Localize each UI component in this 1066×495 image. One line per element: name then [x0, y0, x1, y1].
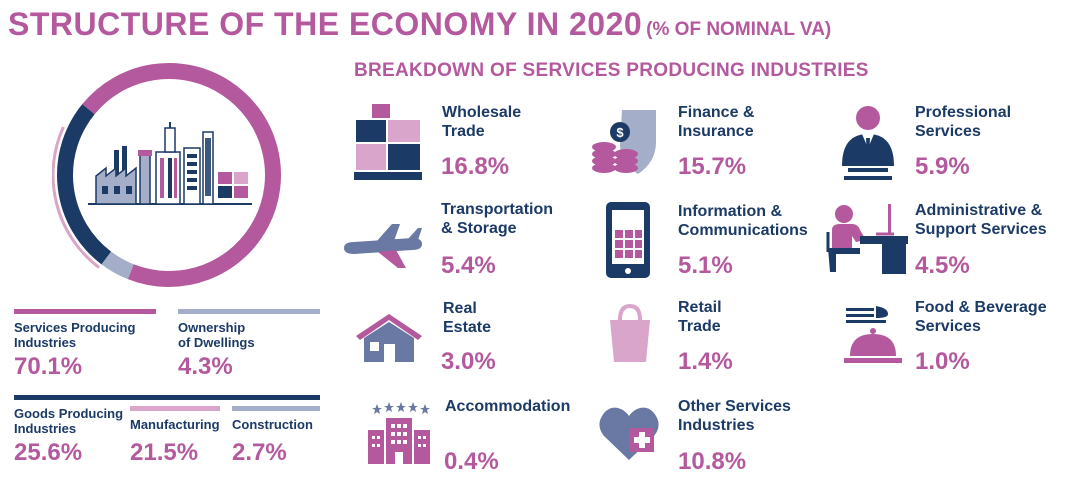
tile-wholesale-label: Wholesale Trade [442, 103, 521, 141]
ring-accent-manufacturing [52, 126, 100, 269]
tile-label-line2: Industries [678, 417, 755, 434]
boxes-icon [354, 104, 422, 180]
airplane-icon [344, 224, 422, 268]
stat-label-line2: of Dwellings [178, 335, 255, 350]
tile-label-line2: Services [915, 123, 981, 140]
tablet-icon [606, 202, 650, 278]
stat-bar [130, 406, 220, 411]
tile-transportation-value: 5.4% [441, 252, 496, 279]
stat-value: 25.6% [14, 439, 83, 466]
tile-label-line2: Communications [678, 222, 808, 239]
tile-label-line2: Trade [442, 123, 485, 140]
tile-retail-value: 1.4% [678, 348, 733, 375]
tile-label-line1: Information & [678, 203, 782, 220]
tile-label-line1: Administrative & [915, 202, 1043, 219]
stat-goods-producing: Goods Producing Industries 25.6% [14, 395, 320, 467]
breakdown-title: BREAKDOWN OF SERVICES PRODUCING INDUSTRI… [354, 60, 869, 81]
stat-label-line1: Services Producing [14, 320, 136, 335]
title-sub: (% OF NOMINAL VA) [646, 19, 832, 40]
tile-finance-value: 15.7% [678, 153, 747, 180]
stat-manufacturing: Manufacturing 21.5% [130, 406, 220, 467]
title-main: STRUCTURE OF THE ECONOMY IN 2020 [8, 6, 643, 42]
stat-value: 70.1% [14, 353, 83, 380]
ring-segment-goods [57, 104, 112, 265]
tile-admin-value: 4.5% [915, 252, 970, 279]
stat-bar [14, 309, 156, 314]
factory-icon [88, 122, 252, 205]
tile-otherservices-value: 10.8% [678, 448, 747, 475]
tile-transportation-label: Transportation & Storage [441, 200, 553, 238]
stat-value: 21.5% [130, 439, 199, 466]
tile-finance-label: Finance & Insurance [678, 103, 754, 141]
stat-label: Manufacturing [130, 417, 220, 432]
tile-admin-label: Administrative & Support Services [915, 201, 1047, 239]
stat-ownership-dwellings: Ownership of Dwellings 4.3% [178, 309, 320, 381]
stat-label-line1: Ownership [178, 320, 246, 335]
ring-segment-services [82, 63, 281, 287]
hotel-icon [368, 402, 430, 464]
tile-infocomm-label: Information & Communications [678, 202, 808, 240]
tile-professional-label: Professional Services [915, 103, 1011, 141]
page-title: STRUCTURE OF THE ECONOMY IN 2020 (% OF NO… [8, 6, 831, 43]
tile-label-line1: Professional [915, 104, 1012, 121]
tile-label-line1: Transportation [441, 201, 554, 218]
tile-foodbev-label: Food & Beverage Services [915, 298, 1047, 336]
stat-services-producing: Services Producing Industries 70.1% [14, 309, 156, 381]
professional-person-icon [842, 106, 894, 180]
tile-accommodation-value: 0.4% [444, 448, 499, 475]
tile-label-line2: Services [915, 318, 981, 335]
cloche-icon [844, 306, 902, 363]
economy-donut-chart [52, 63, 281, 287]
tile-retail-label: Retail Trade [678, 298, 722, 336]
tile-label-line1: Retail [678, 299, 722, 316]
tile-foodbev-value: 1.0% [915, 348, 970, 375]
stat-bar [232, 406, 320, 411]
tile-label-line2: Trade [678, 318, 721, 335]
tile-professional-value: 5.9% [915, 153, 970, 180]
stat-bar [14, 395, 320, 400]
tile-wholesale-value: 16.8% [441, 153, 510, 180]
tile-infocomm-value: 5.1% [678, 252, 733, 279]
tile-label-line2: Estate [443, 319, 492, 336]
tile-label-line1: Wholesale [442, 104, 522, 121]
tile-label-line1: Real [443, 300, 477, 317]
svg-text:$: $ [616, 125, 624, 140]
stat-value: 4.3% [178, 353, 233, 380]
house-icon [356, 314, 422, 362]
stat-value: 2.7% [232, 439, 287, 466]
stat-label-line2: Industries [14, 335, 77, 350]
tile-label-line2: Insurance [678, 123, 754, 140]
tile-otherservices-label: Other Services Industries [678, 397, 791, 435]
tile-label-line1: Accommodation [445, 398, 571, 415]
stat-label: Construction [232, 417, 313, 432]
tile-label-line1: Finance & [678, 104, 755, 121]
tile-label-line2: Support Services [915, 221, 1047, 238]
tile-label-line1: Other Services [678, 398, 791, 415]
stat-label-line2: Industries [14, 421, 77, 436]
tile-accommodation-label: Accommodation [445, 397, 570, 416]
tile-label-line2: & Storage [441, 220, 517, 237]
stat-bar [178, 309, 320, 314]
tile-realestate-label: Real Estate [443, 299, 491, 337]
shopping-bag-icon [610, 303, 650, 362]
stat-label-line1: Goods Producing [14, 406, 124, 421]
desk-worker-icon [826, 204, 908, 274]
tile-label-line1: Food & Beverage [915, 299, 1047, 316]
ring-segment-dwellings [101, 251, 134, 280]
donut-ring [52, 63, 281, 287]
heart-plus-icon [599, 407, 659, 460]
tile-realestate-value: 3.0% [441, 348, 496, 375]
stat-construction: Construction 2.7% [232, 406, 320, 467]
coins-shield-icon: $ [592, 110, 656, 174]
